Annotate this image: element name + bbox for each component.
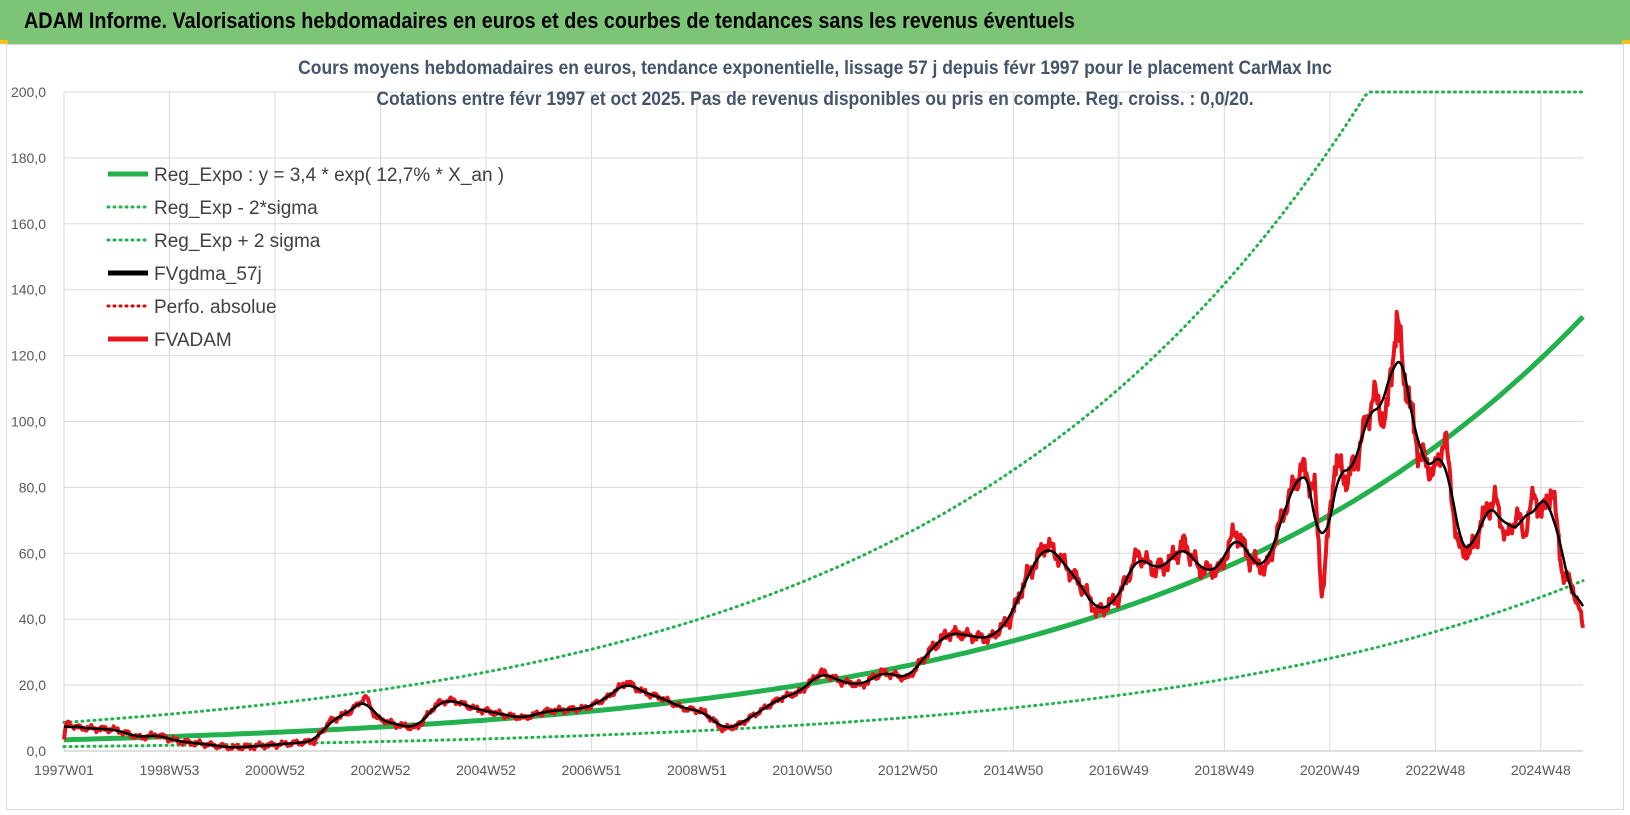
corner-mark — [0, 40, 8, 44]
y-tick-label: 160,0 — [11, 216, 46, 232]
y-tick-label: 200,0 — [11, 84, 46, 100]
x-tick-label: 1997W01 — [34, 762, 94, 778]
chart-subtitle: Cotations entre févr 1997 et oct 2025. P… — [376, 89, 1254, 110]
y-tick-label: 120,0 — [11, 348, 46, 364]
series-fvadam — [62, 309, 1585, 752]
y-tick-label: 80,0 — [19, 479, 46, 495]
x-tick-label: 2004W52 — [456, 762, 516, 778]
y-tick-label: 180,0 — [11, 150, 46, 166]
x-tick-label: 2018W49 — [1194, 762, 1254, 778]
x-tick-label: 2008W51 — [667, 762, 727, 778]
report-banner: ADAM Informe. Valorisations hebdomadaire… — [0, 0, 1630, 44]
legend-label: FVADAM — [154, 330, 232, 351]
x-tick-label: 2000W52 — [245, 762, 305, 778]
series-reg-exp-minus-2sigma — [62, 579, 1585, 749]
x-tick-label: 2022W48 — [1405, 762, 1465, 778]
x-tick-label: 2014W50 — [983, 762, 1043, 778]
legend-label: Perfo. absolue — [154, 297, 277, 318]
x-tick-label: 2012W50 — [878, 762, 938, 778]
axis-ticks: 0,0 20,0 40,0 60,0 80,0 100,0 120,0 140,0 160,0 1… — [11, 84, 1583, 778]
y-tick-label: 140,0 — [11, 282, 46, 298]
x-tick-label: 2002W52 — [350, 762, 410, 778]
x-tick-label: 2006W51 — [561, 762, 621, 778]
chart-area — [6, 44, 1624, 810]
x-tick-label: 2010W50 — [772, 762, 832, 778]
x-tick-label: 2016W49 — [1089, 762, 1149, 778]
x-tick-label: 2024W48 — [1511, 762, 1571, 778]
legend-label: Reg_Exp - 2*sigma — [154, 198, 318, 219]
legend-label: Reg_Expo : y = 3,4 * exp( 12,7% * X_an ) — [154, 165, 504, 186]
chart-legend: Reg_Expo : y = 3,4 * exp( 12,7% * X_an )… — [106, 165, 504, 351]
corner-mark — [1622, 40, 1630, 44]
report-title: ADAM Informe. Valorisations hebdomadaire… — [24, 8, 1075, 33]
legend-label: Reg_Exp + 2 sigma — [154, 231, 321, 252]
series-lines — [62, 90, 1585, 752]
y-tick-label: 60,0 — [19, 545, 46, 561]
x-tick-label: 2020W49 — [1300, 762, 1360, 778]
series-fvgdma-57j — [63, 360, 1585, 749]
series-reg-exp-plus-2sigma — [62, 90, 1585, 724]
y-tick-label: 20,0 — [19, 677, 46, 693]
chart-title: Cours moyens hebdomadaires en euros, ten… — [298, 58, 1332, 79]
legend-label: FVgdma_57j — [154, 264, 262, 285]
y-tick-label: 0,0 — [27, 743, 47, 759]
x-tick-label: 1998W53 — [140, 762, 200, 778]
y-tick-label: 40,0 — [19, 611, 46, 627]
y-tick-label: 100,0 — [11, 414, 46, 430]
